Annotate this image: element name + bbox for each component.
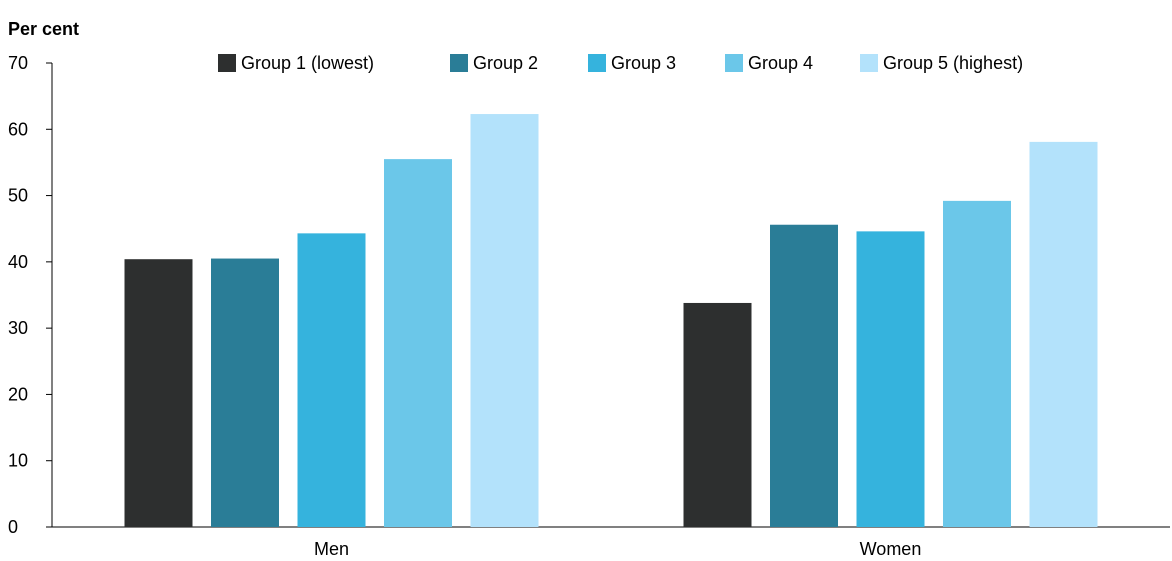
legend-item: Group 5 (highest) [860,53,1023,73]
y-tick-label: 10 [8,451,28,471]
legend-label: Group 5 (highest) [883,53,1023,73]
y-axis-label: Per cent [8,19,79,39]
bar-men-group-3 [297,233,366,527]
bar-men-group-5 [470,114,539,527]
bar-women-group-2 [770,224,838,528]
legend-label: Group 4 [748,53,813,73]
bar-men-group-2 [211,258,279,527]
legend-item: Group 1 (lowest) [218,53,374,73]
x-tick-label: Women [860,539,922,559]
bar-women-group-3 [856,231,925,527]
legend-swatch [860,54,878,72]
y-tick-label: 40 [8,252,28,272]
y-tick-label: 60 [8,119,28,139]
bar-women-group-4 [943,200,1011,528]
x-axis: Men Women [52,526,1170,559]
legend-swatch [218,54,236,72]
y-tick-label: 30 [8,318,28,338]
legend-label: Group 2 [473,53,538,73]
legend-item: Group 2 [450,53,538,73]
legend-swatch [725,54,743,72]
y-axis: 0 10 20 30 40 50 60 70 [8,53,53,537]
legend-swatch [588,54,606,72]
legend-item: Group 3 [588,53,676,73]
legend: Group 1 (lowest) Group 2 Group 3 Group 4 Gro… [218,53,1023,73]
y-tick-label: 70 [8,53,28,73]
x-tick-label: Men [314,539,349,559]
bar-men-group-4 [384,159,452,527]
legend-swatch [450,54,468,72]
legend-item: Group 4 [725,53,813,73]
y-tick-label: 20 [8,384,28,404]
legend-label: Group 1 (lowest) [241,53,374,73]
bar-men-group-1 [124,259,193,527]
y-tick-label: 50 [8,186,28,206]
legend-label: Group 3 [611,53,676,73]
bars [124,114,1098,528]
bar-women-group-5 [1029,141,1098,527]
bar-women-group-1 [683,302,752,527]
y-tick-label: 0 [8,517,18,537]
